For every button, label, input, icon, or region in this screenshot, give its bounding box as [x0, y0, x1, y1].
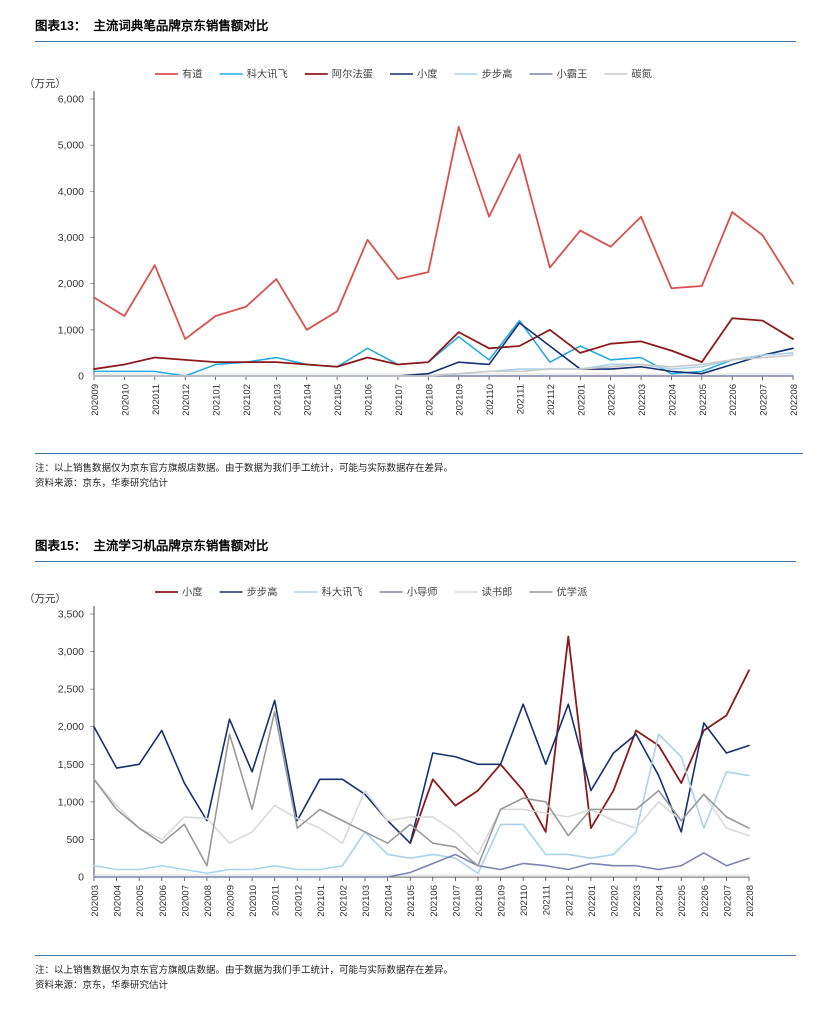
svg-text:3,000: 3,000: [58, 232, 84, 244]
svg-text:202109: 202109: [455, 384, 466, 416]
svg-text:202202: 202202: [609, 885, 620, 917]
svg-text:202009: 202009: [90, 384, 101, 416]
svg-text:202201: 202201: [576, 384, 587, 416]
svg-text:202103: 202103: [272, 384, 283, 416]
svg-text:2,000: 2,000: [58, 278, 84, 290]
svg-text:202107: 202107: [451, 885, 462, 917]
svg-text:202105: 202105: [333, 384, 344, 416]
svg-text:0: 0: [78, 872, 84, 884]
svg-text:202205: 202205: [677, 885, 688, 917]
svg-text:小度: 小度: [182, 586, 203, 599]
svg-text:202009: 202009: [226, 885, 237, 917]
svg-text:202111: 202111: [515, 384, 526, 414]
svg-text:202111: 202111: [542, 885, 553, 915]
svg-text:202102: 202102: [338, 885, 349, 917]
svg-text:202004: 202004: [113, 885, 124, 917]
svg-text:碳氮: 碳氮: [631, 68, 652, 81]
svg-text:202112: 202112: [546, 384, 557, 415]
svg-text:202012: 202012: [181, 384, 192, 416]
svg-text:科大讯飞: 科大讯飞: [247, 68, 288, 81]
svg-text:读书郎: 读书郎: [482, 586, 513, 599]
svg-text:4,000: 4,000: [58, 186, 84, 198]
svg-text:202204: 202204: [655, 885, 666, 917]
svg-text:202110: 202110: [485, 384, 496, 415]
svg-text:202206: 202206: [700, 885, 711, 917]
svg-text:1,000: 1,000: [58, 324, 84, 336]
svg-text:202112: 202112: [564, 885, 575, 916]
svg-text:有道: 有道: [182, 68, 203, 81]
svg-text:（万元）: （万元）: [24, 593, 66, 605]
svg-text:202206: 202206: [728, 384, 739, 416]
svg-text:202012: 202012: [293, 885, 304, 917]
svg-text:202011: 202011: [271, 885, 282, 916]
svg-text:202104: 202104: [303, 384, 314, 416]
svg-text:3,000: 3,000: [58, 646, 84, 658]
svg-text:202208: 202208: [789, 384, 800, 416]
svg-text:202205: 202205: [698, 384, 709, 416]
svg-text:202208: 202208: [745, 885, 756, 917]
svg-text:202105: 202105: [406, 885, 417, 917]
svg-text:小导师: 小导师: [407, 586, 438, 599]
svg-text:202104: 202104: [384, 885, 395, 917]
svg-text:阿尔法蛋: 阿尔法蛋: [332, 68, 373, 81]
svg-text:优学派: 优学派: [557, 586, 588, 599]
svg-text:202010: 202010: [120, 384, 131, 416]
svg-text:202008: 202008: [203, 885, 214, 917]
svg-text:202207: 202207: [722, 885, 733, 917]
svg-text:202107: 202107: [394, 384, 405, 416]
svg-text:202202: 202202: [607, 384, 618, 416]
svg-text:500: 500: [66, 834, 84, 846]
svg-text:（万元）: （万元）: [24, 78, 66, 90]
svg-text:3,500: 3,500: [58, 609, 84, 621]
svg-text:202110: 202110: [519, 885, 530, 916]
svg-text:1,000: 1,000: [58, 796, 84, 808]
svg-text:小度: 小度: [417, 68, 438, 81]
svg-text:202203: 202203: [632, 885, 643, 917]
svg-text:202201: 202201: [587, 885, 598, 917]
svg-text:0: 0: [78, 371, 84, 383]
svg-text:202101: 202101: [212, 384, 223, 416]
svg-text:202102: 202102: [242, 384, 253, 416]
svg-text:202207: 202207: [759, 384, 770, 416]
svg-text:202010: 202010: [248, 885, 259, 917]
svg-text:202106: 202106: [364, 384, 375, 416]
svg-text:步步高: 步步高: [247, 586, 278, 599]
svg-text:202006: 202006: [158, 885, 169, 917]
svg-text:202003: 202003: [90, 885, 101, 917]
svg-text:科大讯飞: 科大讯飞: [322, 586, 363, 599]
svg-text:2,500: 2,500: [58, 684, 84, 696]
svg-text:202005: 202005: [135, 885, 146, 917]
svg-text:202101: 202101: [316, 885, 327, 917]
svg-text:小霸王: 小霸王: [557, 69, 588, 81]
svg-text:202109: 202109: [497, 885, 508, 917]
svg-text:202007: 202007: [180, 885, 191, 917]
svg-text:2,000: 2,000: [58, 721, 84, 733]
svg-text:202108: 202108: [474, 885, 485, 917]
svg-text:202103: 202103: [361, 885, 372, 917]
svg-text:1,500: 1,500: [58, 759, 84, 771]
svg-text:5,000: 5,000: [58, 140, 84, 152]
svg-text:步步高: 步步高: [482, 68, 513, 81]
svg-text:202203: 202203: [637, 384, 648, 416]
svg-text:202204: 202204: [667, 384, 678, 416]
svg-text:202108: 202108: [424, 384, 435, 416]
svg-text:6,000: 6,000: [58, 94, 84, 106]
svg-text:202011: 202011: [151, 384, 162, 415]
svg-text:202106: 202106: [429, 885, 440, 917]
